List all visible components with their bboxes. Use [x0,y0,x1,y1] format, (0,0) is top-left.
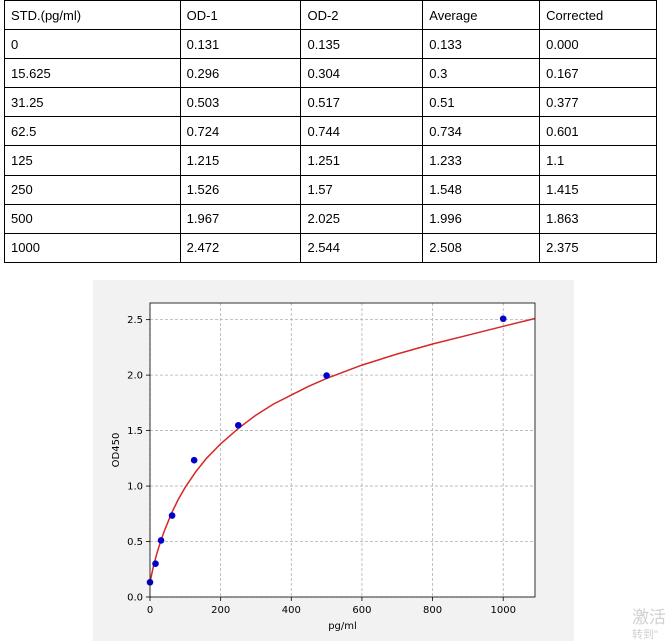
data-point [152,560,159,568]
table-cell: 2.544 [300,232,424,263]
table-cell: 0.133 [422,29,541,60]
table-cell: 1000 [4,232,181,263]
table-cell: 0.517 [300,87,424,118]
data-point [323,372,330,379]
table-cell: 0.744 [300,116,424,147]
data-point [499,315,507,323]
table-row: 500 1.967 2.025 1.996 1.863 [4,203,657,234]
table-cell: 0.734 [422,116,541,147]
watermark-line-1: 激活 [632,608,666,627]
table-cell: 0.51 [422,87,541,118]
y-tick-label: 0.0 [127,593,143,604]
table-cell: 1.967 [179,203,302,234]
table-row: 125 1.215 1.251 1.233 1.1 [4,145,657,176]
plot-area [150,303,535,597]
table-cell: 62.5 [4,116,181,147]
table-cell: 1.1 [539,145,657,176]
table-cell: 1.233 [422,145,541,176]
fit-curve-line [149,317,536,583]
table-cell: 2.508 [422,232,541,263]
table-row: 31.25 0.503 0.517 0.51 0.377 [4,87,657,118]
table-cell: 31.25 [4,87,181,118]
table-cell: 1.996 [422,203,541,234]
table-cell: 2.375 [539,232,657,263]
table-cell: 125 [4,145,181,176]
table-cell: 500 [4,203,181,234]
data-point [157,537,165,544]
table-header-cell: OD-1 [179,0,302,31]
x-tick-label: 600 [352,605,371,616]
table-cell: 15.625 [4,58,181,89]
table-header-cell: STD.(pg/ml) [4,0,181,31]
data-point [190,456,198,464]
y-tick-label: 2.0 [127,371,143,382]
standards-table: STD.(pg/ml) OD-1 OD-2 Average Corrected 0 0.13… [4,0,657,263]
x-tick-label: 400 [282,605,301,616]
table-row: 0 0.131 0.135 0.133 0.000 [4,29,657,60]
data-point [168,512,176,519]
y-tick-label: 0.5 [127,537,143,548]
table-cell: 1.863 [539,203,657,234]
table-cell: 0.724 [179,116,302,147]
y-axis-label: OD450 [111,433,122,468]
table-cell: 0.135 [300,29,424,60]
table-cell: 0 [4,29,181,60]
table-header-cell: OD-2 [300,0,424,31]
table-cell: 1.215 [179,145,302,176]
table-cell: 0.377 [539,87,657,118]
activation-watermark: 激活 转到" [630,600,670,641]
table-row: 250 1.526 1.57 1.548 1.415 [4,174,657,205]
table-cell: 0.304 [300,58,424,89]
table-cell: 250 [4,174,181,205]
table-row: 15.625 0.296 0.304 0.3 0.167 [4,58,657,89]
table-cell: 0.167 [539,58,657,89]
x-tick-label: 200 [211,605,230,616]
table-cell: 0.601 [539,116,657,147]
table-header-cell: Corrected [539,0,657,31]
plot-frame [149,302,536,598]
table-cell: 1.251 [300,145,424,176]
table-cell: 2.025 [300,203,424,234]
table-cell: 1.548 [422,174,541,205]
table-cell: 0.131 [179,29,302,60]
data-point [235,421,242,429]
table-header-cell: Average [422,0,541,31]
x-tick-label: 800 [423,605,442,616]
x-tick-label: 1000 [490,605,515,616]
table-cell: 1.526 [179,174,302,205]
table-header-row: STD.(pg/ml) OD-1 OD-2 Average Corrected [4,0,657,31]
table-cell: 1.57 [300,174,424,205]
table-row: 1000 2.472 2.544 2.508 2.375 [4,232,657,263]
y-tick-label: 2.5 [127,315,143,326]
table-cell: 0.503 [179,87,302,118]
table-row: 62.5 0.724 0.744 0.734 0.601 [4,116,657,147]
table-cell: 2.472 [179,232,302,263]
table-cell: 1.415 [539,174,657,205]
standard-curve-chart: 0 200 400 600 800 1000 0.0 0.5 1.0 1.5 2.0 2.5 pg/ml… [111,302,536,632]
table-cell: 0.000 [539,29,657,60]
x-axis-label: pg/ml [328,621,357,632]
y-tick-label: 1.5 [127,426,143,437]
table-cell: 0.296 [179,58,302,89]
y-tick-label: 1.0 [127,482,143,493]
x-tick-label: 0 [147,605,153,616]
watermark-line-2: 转到" [632,629,658,641]
table-cell: 0.3 [422,58,541,89]
